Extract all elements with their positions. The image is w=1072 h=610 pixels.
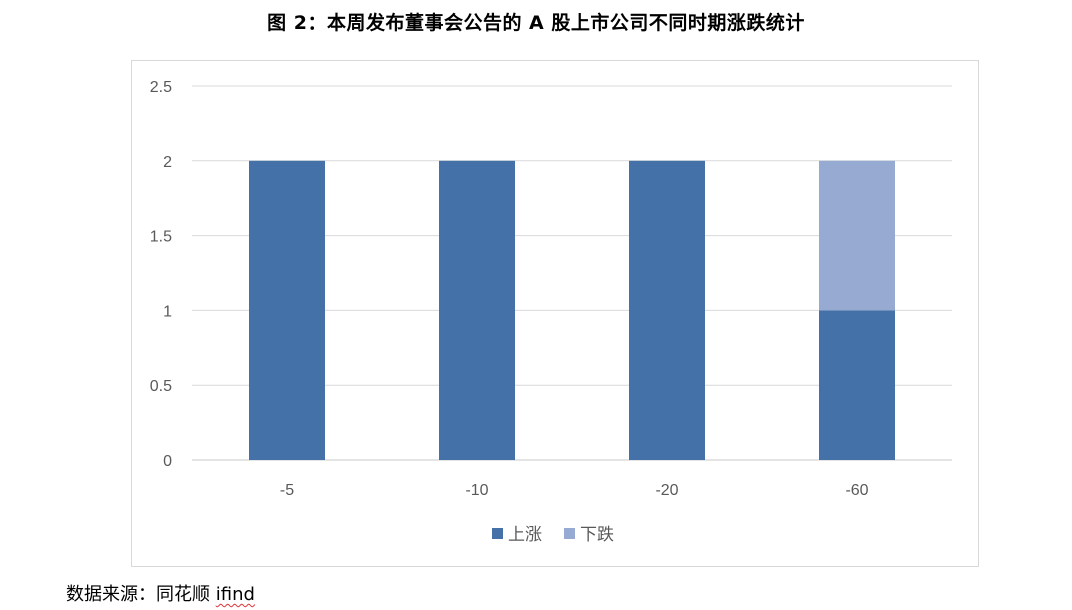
bar-rise [819, 310, 895, 460]
bar-fall [819, 160, 895, 311]
legend-label: 上涨 [508, 525, 542, 545]
chart-title: 图 2：本周发布董事会公告的 A 股上市公司不同时期涨跌统计 [267, 12, 805, 34]
y-tick-label: 1 [163, 303, 172, 320]
y-tick-label: 1.5 [150, 229, 172, 246]
source-tool: ifind [215, 584, 255, 605]
legend-label: 下跌 [580, 525, 614, 545]
bar-rise [249, 160, 325, 461]
y-tick-label: 0 [163, 453, 172, 470]
x-tick-label: -60 [845, 482, 868, 499]
y-tick-label: 2.5 [150, 79, 172, 96]
source-label: 数据来源：同花顺 [66, 584, 216, 605]
source-note: 数据来源：同花顺 ifind [66, 580, 255, 606]
bar-rise [439, 160, 515, 461]
y-tick-label: 2 [163, 154, 172, 171]
x-tick-label: -10 [465, 482, 488, 499]
x-tick-label: -5 [280, 482, 294, 499]
bar-rise [629, 160, 705, 461]
legend-swatch [492, 528, 503, 539]
legend-swatch [564, 528, 575, 539]
x-tick-label: -20 [655, 482, 678, 499]
y-tick-label: 0.5 [150, 378, 172, 395]
